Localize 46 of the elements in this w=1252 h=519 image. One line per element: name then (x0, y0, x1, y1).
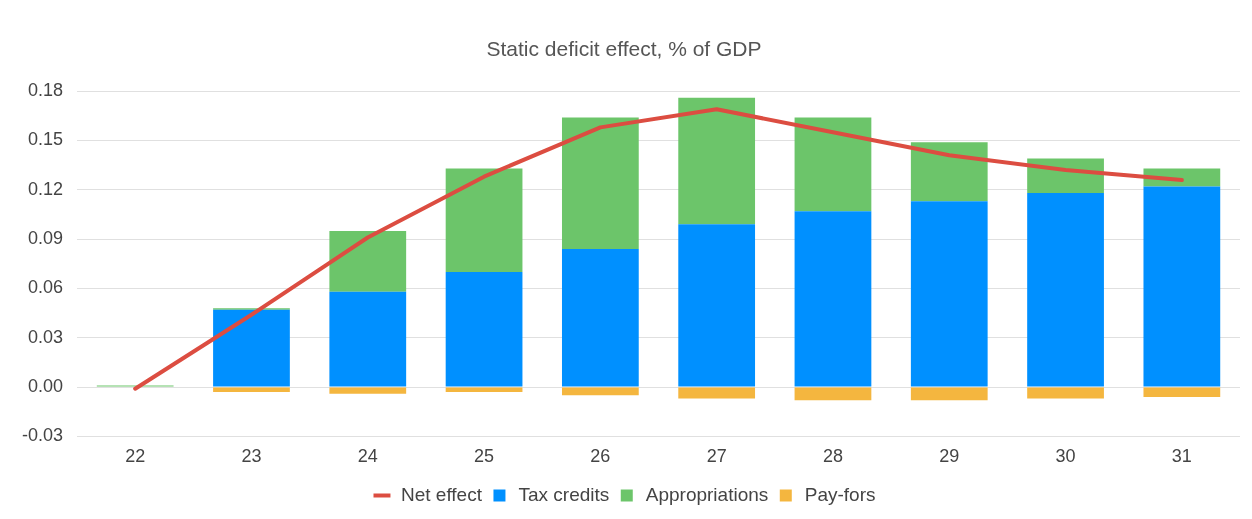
bar (213, 387, 290, 393)
legend-label: Pay-fors (804, 483, 876, 505)
chart-title: Static deficit effect, % of GDP (486, 37, 762, 61)
x-tick-label: 23 (241, 446, 262, 467)
bar (561, 117, 639, 250)
bar (678, 387, 756, 399)
y-tick-label: 0.12 (27, 178, 64, 199)
bar (794, 211, 872, 387)
x-tick-label: 25 (474, 446, 495, 467)
y-tick-label: 0.09 (27, 228, 64, 249)
bar (794, 117, 872, 212)
x-tick-label: 22 (125, 446, 146, 467)
bar (1143, 387, 1221, 397)
y-tick-label: 0.00 (27, 376, 64, 397)
bar (1143, 186, 1221, 387)
legend-label: Tax credits (518, 483, 610, 505)
x-tick-label: 30 (1055, 446, 1076, 467)
bar (1027, 387, 1104, 399)
x-tick-label: 26 (590, 446, 611, 467)
bar (794, 387, 872, 401)
bar (213, 309, 290, 387)
bar (329, 387, 407, 394)
x-tick-label: 27 (706, 446, 727, 467)
x-tick-label: 24 (357, 446, 378, 467)
bar (445, 272, 523, 387)
y-tick-label: 0.06 (27, 277, 64, 298)
x-tick-label: 31 (1171, 446, 1192, 467)
y-tick-label: 0.15 (27, 129, 64, 150)
bar (678, 224, 756, 387)
bar (561, 387, 639, 396)
x-tick-label: 29 (939, 446, 960, 467)
legend-label: Net effect (400, 483, 483, 505)
y-tick-label: -0.03 (22, 425, 64, 446)
bar (1027, 193, 1104, 387)
bar (329, 291, 407, 387)
x-tick-label: 28 (822, 446, 843, 467)
y-tick-label: 0.18 (27, 80, 64, 101)
bar (678, 97, 756, 225)
legend-label: Appropriations (645, 483, 769, 505)
bar (910, 201, 988, 387)
bar (561, 249, 639, 387)
bar (910, 387, 988, 401)
bar (329, 230, 407, 292)
bar (445, 168, 523, 273)
y-tick-label: 0.03 (27, 326, 64, 347)
bar (910, 142, 988, 202)
